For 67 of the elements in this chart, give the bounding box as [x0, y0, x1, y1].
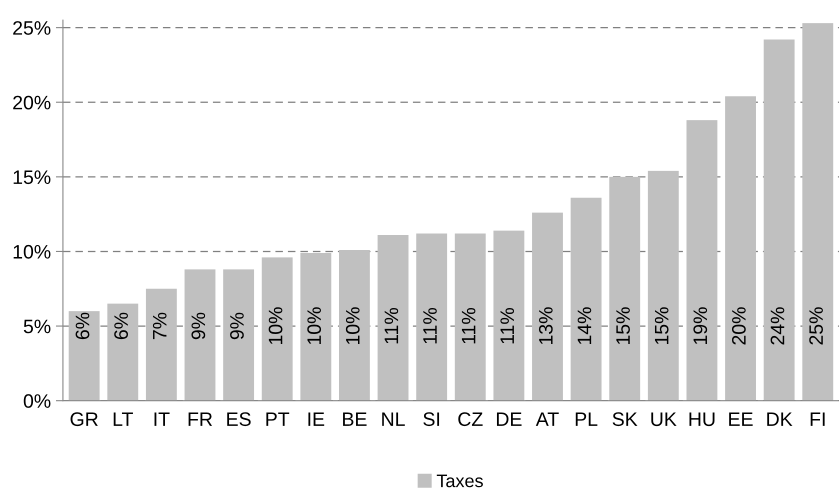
- x-tick-label: EE: [729, 412, 753, 426]
- data-label: 6%: [76, 312, 90, 340]
- x-tick-label: GR: [70, 412, 98, 426]
- x-tick-label: DE: [496, 412, 522, 426]
- data-label: 9%: [230, 312, 244, 340]
- y-tick-label: 25%: [13, 21, 50, 35]
- bar: [107, 304, 138, 401]
- x-tick-label: IT: [154, 412, 170, 426]
- y-tick-label: 0%: [24, 394, 50, 408]
- data-label: 19%: [693, 307, 708, 344]
- x-tick-label: SI: [423, 412, 440, 426]
- data-label: 15%: [616, 307, 630, 344]
- data-label: 6%: [114, 312, 128, 340]
- bar: [570, 198, 602, 401]
- data-label: 10%: [268, 307, 282, 344]
- x-tick-label: HU: [689, 412, 714, 426]
- data-label: 25%: [809, 307, 823, 345]
- data-label: 7%: [152, 312, 167, 340]
- data-label: 13%: [538, 307, 553, 344]
- data-label: 11%: [500, 308, 514, 344]
- bar: [454, 234, 486, 401]
- bar: [609, 176, 640, 401]
- bar: [378, 235, 408, 401]
- bar: [802, 23, 834, 401]
- x-tick-label: AT: [536, 412, 559, 426]
- bar: [725, 96, 756, 401]
- bar: [764, 40, 795, 401]
- x-tick-label: NL: [382, 412, 405, 426]
- x-tick-label: IE: [308, 412, 324, 426]
- bar: [300, 252, 332, 401]
- x-tick-label: FR: [188, 412, 212, 426]
- bar: [532, 212, 563, 401]
- data-label: 10%: [307, 307, 322, 344]
- x-tick-label: ES: [227, 412, 251, 426]
- data-label: 24%: [770, 307, 784, 345]
- x-tick-label: FI: [810, 412, 825, 426]
- x-tick-label: CZ: [458, 412, 483, 426]
- data-label: 14%: [578, 307, 592, 344]
- y-tick-label: 10%: [14, 244, 50, 259]
- data-label: 11%: [462, 308, 476, 344]
- bar: [416, 234, 448, 401]
- bar: [184, 269, 216, 401]
- data-label: 11%: [384, 308, 398, 344]
- x-tick-label: SK: [612, 412, 638, 426]
- x-tick-label: DK: [767, 412, 792, 426]
- data-label: 11%: [423, 308, 437, 344]
- y-tick-label: 15%: [14, 170, 50, 184]
- y-tick-label: 5%: [24, 320, 50, 334]
- data-label: 9%: [191, 312, 206, 340]
- bar: [493, 230, 524, 401]
- legend-label: Taxes: [436, 474, 483, 488]
- x-tick-label: LT: [114, 412, 133, 426]
- bar: [338, 250, 370, 401]
- bar: [262, 257, 293, 401]
- data-label: 15%: [654, 307, 669, 344]
- x-tick-label: BE: [343, 412, 367, 426]
- data-label: 20%: [732, 307, 746, 345]
- bar: [648, 170, 679, 401]
- x-tick-label: UK: [651, 412, 677, 426]
- bar: [686, 120, 718, 401]
- bar: [68, 311, 100, 401]
- x-tick-label: PT: [266, 412, 290, 426]
- bar: [146, 288, 177, 401]
- bar: [223, 269, 254, 401]
- y-tick-label: 20%: [13, 96, 50, 110]
- data-label: 10%: [346, 307, 360, 344]
- x-tick-label: PL: [576, 412, 598, 426]
